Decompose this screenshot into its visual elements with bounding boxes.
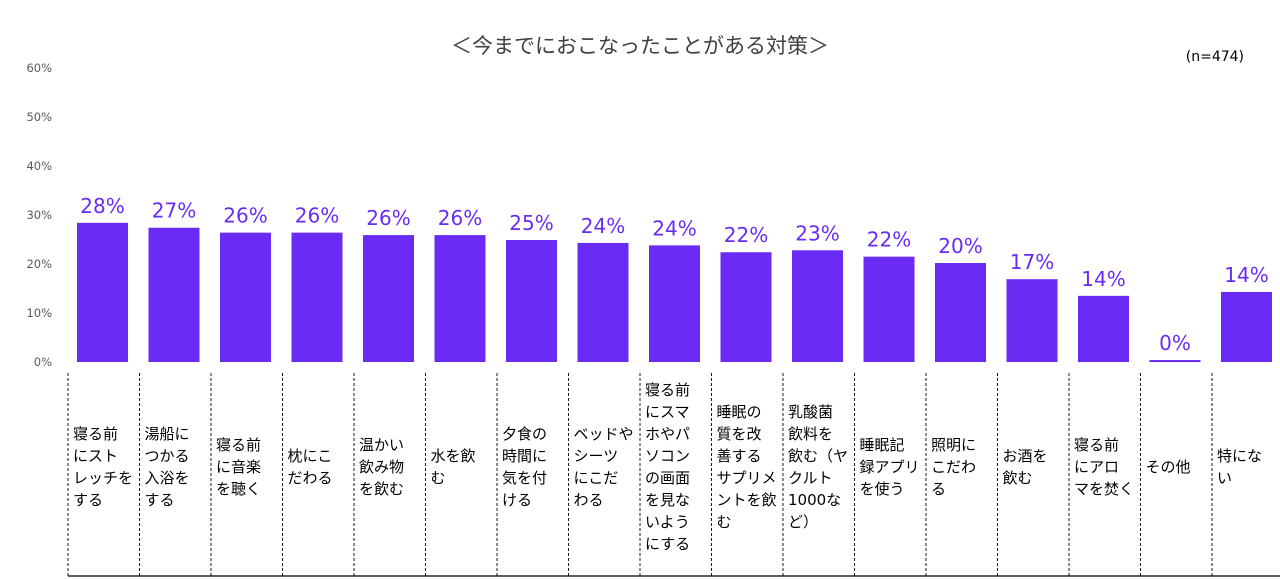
value-label: 14% [1224,263,1268,287]
bar [1149,360,1201,362]
value-label: 27% [152,199,196,223]
y-tick-label: 60% [26,61,52,75]
value-label: 25% [509,211,553,235]
bar [220,232,271,362]
y-tick-label: 30% [26,208,52,222]
value-label: 0% [1159,331,1191,355]
value-label: 22% [867,228,911,252]
category-label: 乳酸菌 飲料を 飲む（ヤ クルト 1000な ど） [788,403,849,531]
y-tick-label: 40% [26,159,52,173]
bar [363,235,414,362]
y-tick-label: 50% [26,110,52,124]
bar [1006,279,1058,362]
category-label: 枕にこ だわる [287,447,333,487]
value-label: 26% [366,206,410,230]
category-label: 寝る前 に音楽 を聴く [216,436,262,498]
value-label: 20% [938,234,982,258]
bar [291,232,343,362]
bar [720,252,772,362]
y-tick-label: 0% [34,355,52,369]
bar [649,245,700,362]
category-label: その他 [1145,458,1191,476]
value-label: 22% [724,223,768,247]
category-label: 寝る前 にスト レッチを する [73,425,134,509]
bar [863,256,915,362]
category-label: 睡眠記 録アプリ を使う [859,436,920,498]
bar [1221,291,1272,362]
category-label: 照明に こだわ る [931,436,977,498]
category-label: 夕食の 時間に 気を付 ける [502,425,548,509]
chart-title: ＜今までにおこなったことがある対策＞ [451,34,829,58]
bar [577,242,629,362]
value-label: 14% [1081,267,1125,291]
bar [434,235,486,362]
value-label: 17% [1010,250,1054,274]
bar [506,239,557,362]
category-label: 睡眠の 質を改 善する サプリメ ントを飲 む [716,403,777,531]
bar [148,227,200,362]
value-label: 28% [80,194,124,218]
y-tick-label: 10% [26,306,52,320]
value-label: 26% [438,206,482,230]
category-label: 寝る前 にアロ マを焚く [1074,436,1135,498]
sample-size-note: (n=474) [1185,49,1244,65]
value-label: 23% [795,221,839,245]
category-label: 湯船に つかる 入浴を する [144,425,190,509]
category-label: 温かい 飲み物 を飲む [359,436,405,498]
category-label: 特にな い [1217,447,1263,487]
bar [77,222,128,362]
category-label: 水を飲 む [430,447,476,487]
value-label: 26% [223,204,267,228]
category-label: 寝る前 にスマ ホやパ ソコン の画面 を見な いよう にする [645,381,691,553]
y-tick-label: 20% [26,257,52,271]
bar [1078,295,1129,362]
bar [792,250,843,362]
value-label: 26% [295,204,339,228]
value-label: 24% [652,216,696,240]
category-label: お酒を 飲む [1002,447,1048,487]
bar [935,263,986,362]
category-label: ベッドや シーツ にこだ わる [573,425,634,509]
value-label: 24% [581,214,625,238]
